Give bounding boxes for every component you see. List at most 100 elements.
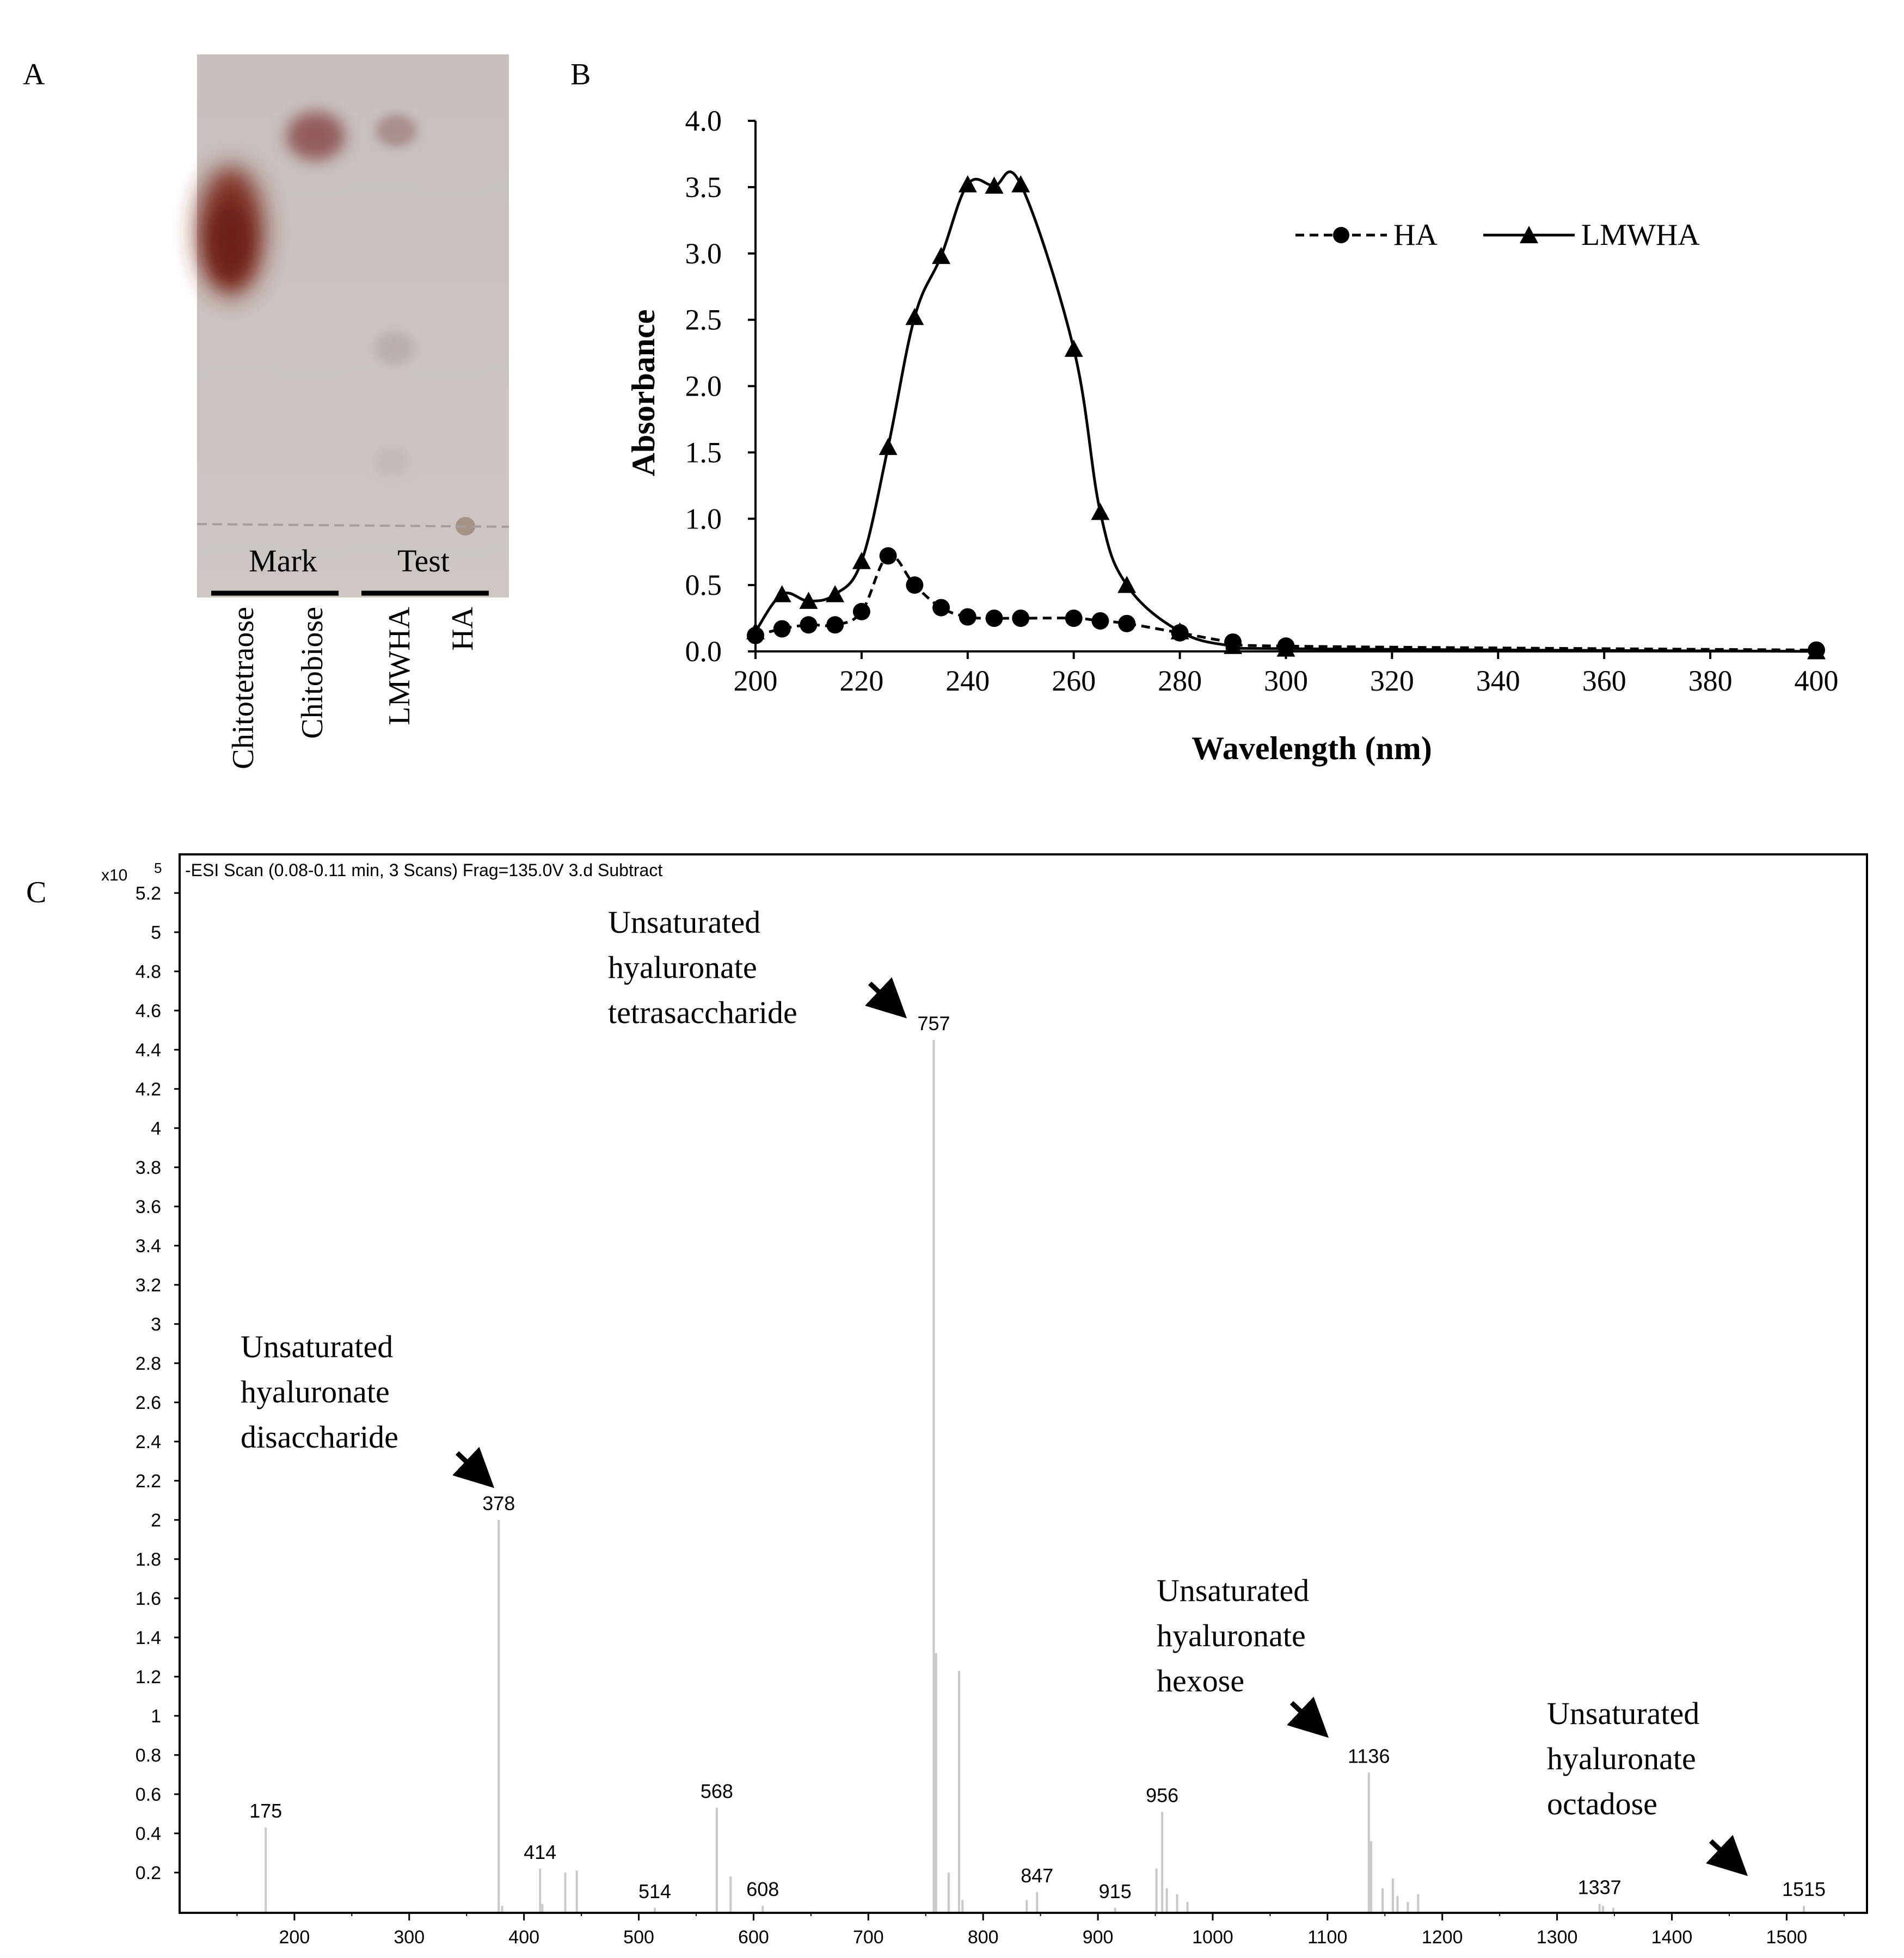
tlc-lane-label-lmwha: LMWHA [383, 606, 416, 725]
uv-point-lmwha [826, 585, 845, 602]
ms-x-tick-label: 1100 [1307, 1927, 1347, 1948]
ms-y-tick-label: 5.2 [136, 883, 161, 904]
uv-series-line-ha [755, 553, 1817, 652]
ms-peak-label-1515: 1515 [1782, 1878, 1826, 1900]
uv-x-tick-label: 320 [1370, 664, 1414, 697]
ms-annotation-line: hyaluronate [1157, 1618, 1306, 1653]
ms-peak-label-514: 514 [638, 1880, 671, 1902]
uv-point-ha [1065, 609, 1083, 627]
ms-y-tick-label: 3.2 [136, 1275, 161, 1296]
ms-frame [179, 853, 1868, 1914]
ms-peak-label-568: 568 [701, 1780, 733, 1802]
spot-lmwha-low [374, 446, 409, 477]
uv-point-ha [932, 599, 950, 617]
uv-point-lmwha [1091, 503, 1110, 520]
ms-x-tick-label: 200 [279, 1927, 310, 1948]
ms-annotation-arrow-757 [865, 977, 907, 1019]
uv-y-tick-label: 0.0 [685, 635, 722, 668]
ms-x-tick-label: 1300 [1537, 1927, 1578, 1948]
uv-x-axis-label: Wavelength (nm) [1191, 730, 1432, 766]
uv-point-ha [800, 616, 818, 634]
ms-x-tick-label: 600 [738, 1927, 769, 1948]
uv-point-ha [959, 608, 976, 626]
uv-point-lmwha [905, 307, 924, 325]
uv-point-lmwha [1170, 622, 1189, 639]
ms-y-tick-label: 1.4 [136, 1628, 161, 1648]
uv-spectrum-chart: 200 220 240 260 280 300 320 340 360 380 400 0.0 0.5 1… [625, 104, 1839, 766]
ms-y-tick-label: 4.4 [136, 1040, 161, 1061]
uv-point-lmwha [985, 176, 1004, 194]
tlc-group-label-mark: Mark [249, 543, 317, 578]
uv-x-tick-label: 220 [839, 664, 883, 697]
uv-y-tick-label: 1.5 [685, 436, 722, 469]
ms-x-tick-label: 300 [394, 1927, 425, 1948]
uv-point-ha [1118, 614, 1136, 632]
ms-annotation-line: Unsaturated [241, 1329, 393, 1364]
ms-peak-label-1337: 1337 [1578, 1876, 1622, 1899]
ms-x-tick-label: 400 [508, 1927, 539, 1948]
ms-peak-label-608: 608 [746, 1878, 779, 1900]
ms-y-tick-label: 2.6 [136, 1393, 161, 1413]
ms-peaks [265, 1040, 1805, 1912]
ms-peak-labels: 175 378 414 514 568 608 757 847 915 956 1136 1337 15… [249, 1012, 1826, 1902]
ms-y-tick-label: 4.8 [136, 962, 161, 982]
ms-y-multiplier: x10 [101, 866, 127, 884]
uv-x-tick-label: 200 [734, 664, 778, 697]
tlc-lane-label-ha: HA [446, 606, 480, 650]
ms-y-tick-label: 0.4 [136, 1824, 161, 1844]
ms-y-tick-label: 0.2 [136, 1863, 161, 1883]
ms-y-tick-label: 4.6 [136, 1001, 161, 1021]
ms-annotation-label-1515: Unsaturated hyaluronate octadose [1547, 1696, 1699, 1821]
uv-point-lmwha [852, 552, 871, 569]
ms-y-tick-label: 3.6 [136, 1197, 161, 1217]
legend-ha-marker [1333, 227, 1349, 243]
uv-y-tick-label: 4.0 [685, 104, 722, 137]
ms-annotations: Unsaturated hyaluronate disaccharideUnsatu… [241, 904, 1748, 1876]
uv-y-tick-label: 2.0 [685, 370, 722, 403]
ms-annotation-line: Unsaturated [1547, 1696, 1699, 1731]
legend-lmwha-marker [1520, 226, 1538, 243]
uv-point-lmwha [1064, 340, 1083, 357]
ms-annotation-label-1136: Unsaturated hyaluronate hexose [1157, 1573, 1309, 1698]
uv-point-lmwha [1011, 175, 1030, 193]
uv-point-lmwha [879, 438, 898, 455]
ms-annotation-label-378: Unsaturated hyaluronate disaccharide [241, 1329, 398, 1455]
ms-annotation-label-757: Unsaturated hyaluronate tetrasaccharide [608, 904, 797, 1030]
ms-annotation-line: hyaluronate [1547, 1741, 1696, 1776]
uv-x-tick-label: 240 [945, 664, 990, 697]
uv-y-tick-label: 0.5 [685, 569, 722, 601]
ms-annotation-arrow-1515 [1706, 1834, 1748, 1876]
tlc-baseline [196, 523, 509, 528]
tlc-lane-label-chitotetraose: Chitotetraose [226, 607, 260, 769]
ms-x-tick-label: 700 [853, 1927, 884, 1948]
uv-point-lmwha [1807, 642, 1826, 660]
ms-annotation-arrow-378 [452, 1446, 495, 1488]
ms-y-tick-label: 1.2 [136, 1667, 161, 1688]
uv-point-ha [985, 609, 1003, 627]
uv-point-lmwha [1117, 576, 1137, 593]
ms-peak-label-175: 175 [249, 1800, 282, 1822]
uv-y-axis-label: Absorbance [625, 310, 661, 477]
ms-annotation-line: octadose [1547, 1786, 1657, 1821]
uv-y-tick-label: 2.5 [685, 304, 722, 336]
ms-y-tick-label: 0.8 [136, 1745, 161, 1766]
uv-series [746, 170, 1826, 660]
uv-x-tick-label: 300 [1264, 664, 1308, 697]
uv-y-tick-label: 3.5 [685, 171, 722, 204]
ms-y-tick-label: 1.8 [136, 1549, 161, 1570]
ms-y-tick-label: 1.6 [136, 1588, 161, 1609]
ms-annotation-line: hyaluronate [241, 1374, 390, 1409]
tlc-spots [197, 112, 475, 535]
ms-peak-label-414: 414 [524, 1841, 556, 1863]
ms-annotation-line: hexose [1157, 1663, 1244, 1698]
uv-x-tick-label: 400 [1795, 664, 1839, 697]
spot-chitotetraose-core [208, 203, 251, 281]
uv-point-lmwha [932, 247, 951, 264]
ms-annotation-line: Unsaturated [608, 904, 760, 940]
ms-y-tick-label: 0.6 [136, 1784, 161, 1805]
legend-lmwha-label: LMWHA [1581, 218, 1700, 252]
legend-ha-label: HA [1393, 218, 1438, 252]
uv-x-tick-label: 280 [1158, 664, 1202, 697]
uv-point-ha [773, 620, 791, 638]
